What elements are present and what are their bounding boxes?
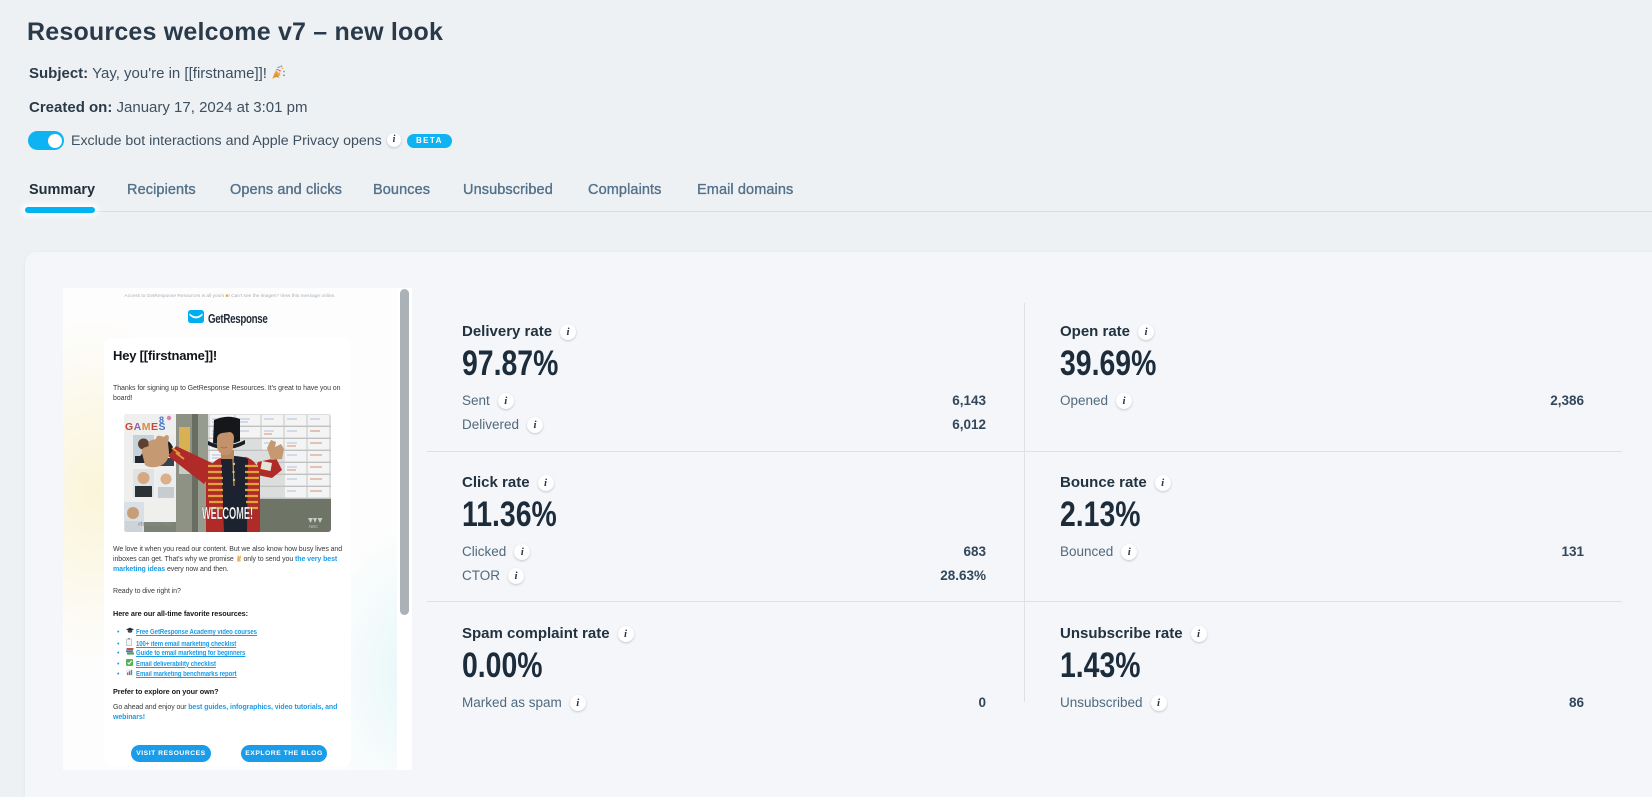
svg-text:NBC: NBC — [309, 524, 319, 529]
svg-text:GAMES: GAMES — [125, 421, 166, 433]
svg-text:WELCOME!: WELCOME! — [202, 503, 253, 523]
svg-text:8: 8 — [159, 415, 164, 425]
svg-text:#BROOKLYN99: #BROOKLYN99 — [138, 522, 173, 528]
